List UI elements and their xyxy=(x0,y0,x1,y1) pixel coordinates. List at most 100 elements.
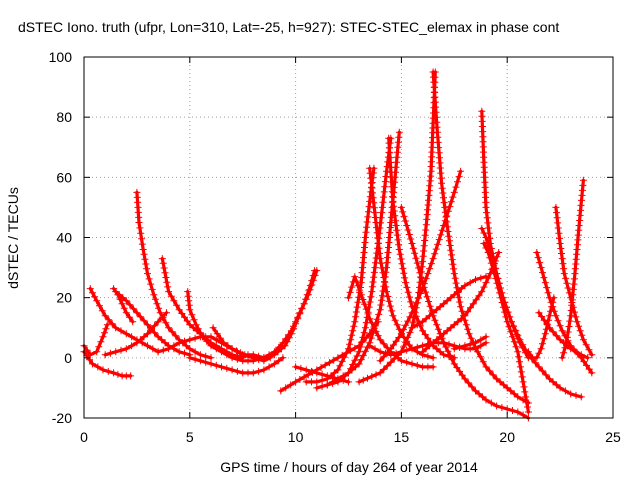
data-point-marker xyxy=(558,353,567,362)
data-point-marker xyxy=(483,213,492,222)
data-point-marker xyxy=(366,292,375,301)
data-point-marker xyxy=(106,349,115,358)
y-tick-label: 40 xyxy=(56,230,72,246)
x-tick-label: 15 xyxy=(394,429,410,445)
data-point-marker xyxy=(161,268,169,277)
data-point-marker xyxy=(158,254,167,263)
data-point-marker xyxy=(145,274,154,283)
data-point-marker xyxy=(382,172,390,181)
data-point-marker xyxy=(377,208,386,217)
data-point-marker xyxy=(517,367,526,376)
data-point-marker xyxy=(346,288,355,297)
data-point-marker xyxy=(370,203,379,212)
data-point-marker xyxy=(455,298,464,306)
data-point-marker xyxy=(254,367,263,376)
y-tick-label: 60 xyxy=(56,169,72,185)
data-point-marker xyxy=(222,364,231,373)
data-point-marker xyxy=(104,367,113,376)
data-point-marker xyxy=(538,268,547,277)
data-point-marker xyxy=(556,244,565,253)
data-point-marker xyxy=(180,349,189,358)
series-arc-06 xyxy=(132,188,215,362)
data-point-marker xyxy=(413,361,422,370)
data-point-marker xyxy=(516,362,525,371)
series-line xyxy=(114,290,192,357)
data-point-marker xyxy=(162,278,171,287)
series-arc-29 xyxy=(408,272,490,332)
data-point-marker xyxy=(401,278,410,287)
data-point-marker xyxy=(349,322,358,331)
data-point-marker xyxy=(562,279,571,288)
data-point-marker xyxy=(398,264,407,273)
data-point-marker xyxy=(117,346,125,355)
series-arc-28 xyxy=(418,248,503,356)
series-arc-37 xyxy=(551,203,596,359)
data-point-marker xyxy=(406,235,415,243)
data-point-marker xyxy=(451,183,460,192)
data-point-marker xyxy=(396,250,405,259)
data-point-marker xyxy=(440,198,449,207)
data-point-marker xyxy=(569,285,578,294)
data-point-marker xyxy=(429,353,438,362)
data-point-marker xyxy=(365,202,374,211)
data-point-marker xyxy=(534,253,543,262)
data-point-marker xyxy=(520,387,529,396)
data-point-marker xyxy=(455,343,464,352)
plot-frame xyxy=(83,56,614,419)
data-point-marker xyxy=(446,246,455,255)
data-point-marker xyxy=(363,218,372,226)
data-point-marker xyxy=(545,311,554,320)
data-point-marker xyxy=(159,346,168,355)
data-point-marker xyxy=(445,236,454,245)
data-point-marker xyxy=(497,403,506,412)
x-tick-label: 20 xyxy=(499,429,515,445)
data-point-marker xyxy=(402,358,411,367)
grid xyxy=(84,57,613,418)
data-point-marker xyxy=(385,297,394,306)
series-arc-01 xyxy=(80,347,135,380)
series-arc-14 xyxy=(259,266,321,362)
data-point-marker xyxy=(520,382,528,391)
data-point-marker xyxy=(394,240,403,249)
data-point-marker xyxy=(369,278,377,286)
data-point-marker xyxy=(541,278,550,287)
data-point-marker xyxy=(452,279,461,288)
data-point-marker xyxy=(191,334,200,343)
data-point-marker xyxy=(318,376,327,385)
data-point-marker xyxy=(453,177,462,186)
data-point-marker xyxy=(444,232,453,241)
data-point-marker xyxy=(429,362,438,371)
data-point-marker xyxy=(437,179,446,188)
data-point-marker xyxy=(535,258,544,267)
series-arc-34 xyxy=(524,293,558,362)
data-point-marker xyxy=(312,377,321,386)
data-point-marker xyxy=(351,312,360,321)
series-arc-05 xyxy=(111,287,194,359)
data-point-marker xyxy=(482,203,490,212)
data-point-marker xyxy=(135,223,144,232)
data-point-marker xyxy=(364,207,373,216)
data-point-marker xyxy=(404,226,412,234)
data-point-marker xyxy=(514,352,523,361)
y-tick-label: 0 xyxy=(64,350,72,366)
data-point-marker xyxy=(362,228,370,237)
data-point-marker xyxy=(377,259,386,268)
data-point-marker xyxy=(537,263,546,272)
chart-title: dSTEC Iono. truth (ufpr, Lon=310, Lat=-2… xyxy=(18,19,559,35)
data-point-marker xyxy=(565,317,574,326)
data-point-marker xyxy=(482,208,491,217)
data-point-marker xyxy=(367,287,376,296)
series-line xyxy=(410,275,488,330)
series-arc-20 xyxy=(344,272,438,371)
data-point-marker xyxy=(126,371,135,380)
data-point-marker xyxy=(361,323,370,332)
data-point-marker xyxy=(161,273,170,282)
data-point-marker xyxy=(369,273,378,282)
data-point-marker xyxy=(451,274,460,283)
data-point-marker xyxy=(386,302,395,311)
data-point-marker xyxy=(515,357,524,366)
data-point-marker xyxy=(383,292,392,301)
series-arc-11 xyxy=(185,353,287,377)
data-point-marker xyxy=(508,406,517,415)
